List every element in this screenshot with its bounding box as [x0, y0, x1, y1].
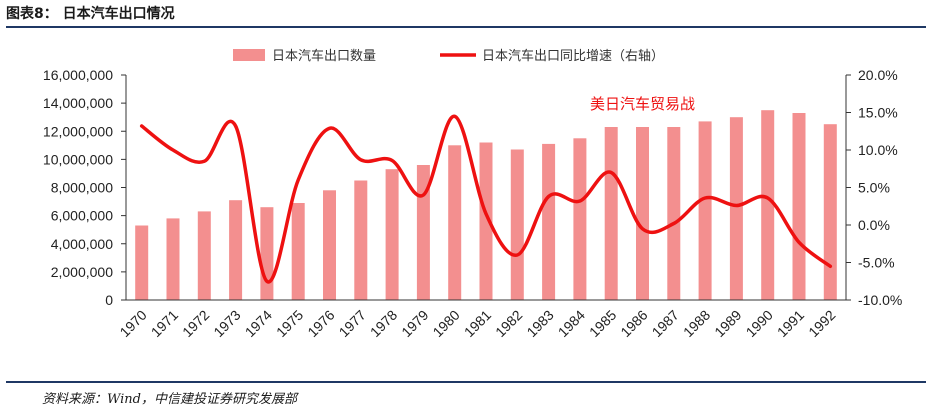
title-rule [6, 26, 926, 28]
y-right-tick-label: 20.0% [858, 67, 898, 83]
y-left-tick-label: 12,000,000 [43, 123, 113, 139]
y-left-tick-label: 6,000,000 [51, 208, 113, 224]
source-rule [6, 381, 926, 383]
x-tick-label: 1970 [116, 307, 149, 340]
bar-1992 [823, 124, 837, 300]
x-tick-label: 1989 [711, 307, 744, 340]
x-tick-label: 1987 [649, 307, 682, 340]
bar-series [135, 110, 837, 301]
x-tick-label: 1985 [586, 307, 619, 340]
y-right-tick-label: 5.0% [858, 180, 890, 196]
bar-1975 [291, 203, 305, 300]
bar-1976 [323, 190, 336, 300]
x-tick-label: 1992 [805, 307, 838, 340]
x-tick-label: 1976 [304, 307, 337, 340]
bar-1973 [229, 200, 243, 300]
x-tick-label: 1984 [555, 307, 588, 340]
bar-1989 [729, 117, 743, 300]
bar-1987 [667, 127, 681, 300]
y-left-tick-label: 14,000,000 [43, 95, 113, 111]
growth-rate-line [139, 114, 833, 284]
bar-1980 [448, 145, 462, 300]
bar-1988 [698, 121, 712, 301]
x-tick-label: 1972 [179, 307, 212, 340]
bar-1986 [636, 127, 649, 300]
x-tick-label: 1979 [398, 307, 431, 340]
line-series [139, 114, 833, 284]
bar-1990 [761, 110, 775, 300]
x-tick-label: 1983 [523, 307, 556, 340]
bar-1971 [166, 218, 180, 300]
bar-1982 [510, 149, 524, 300]
x-tick-label: 1990 [743, 307, 776, 340]
figure-title: 图表8： 日本汽车出口情况 [6, 6, 175, 22]
y-left-tick-label: 2,000,000 [51, 264, 113, 280]
y-right-tick-label: -5.0% [858, 255, 895, 271]
legend: 日本汽车出口数量 日本汽车出口同比增速（右轴） [233, 48, 664, 63]
x-tick-label: 1980 [429, 307, 462, 340]
bar-1991 [792, 113, 806, 300]
bar-1972 [197, 211, 211, 300]
y-left-tick-label: 8,000,000 [51, 180, 113, 196]
x-tick-label: 1971 [148, 307, 181, 340]
y-right-tick-label: 0.0% [858, 217, 890, 233]
bar-1983 [542, 143, 556, 300]
y-right-tick-label: -10.0% [858, 292, 902, 308]
x-tick-label: 1977 [336, 307, 369, 340]
source-note: 资料来源：Wind，中信建投证券研究发展部 [42, 392, 297, 407]
x-tick-label: 1974 [242, 307, 275, 340]
x-tick-label: 1978 [367, 307, 400, 340]
x-tick-label: 1973 [210, 307, 243, 340]
y-left-tick-label: 0 [105, 292, 113, 308]
y-right-tick-label: 10.0% [858, 142, 898, 158]
x-tick-label: 1991 [774, 307, 807, 340]
bar-1984 [573, 138, 587, 300]
x-tick-label: 1981 [461, 307, 494, 340]
bar-1985 [604, 127, 618, 300]
bar-1981 [479, 142, 493, 300]
y-left-tick-label: 10,000,000 [43, 151, 113, 167]
chart: 日本汽车出口数量 日本汽车出口同比增速（右轴） 0 2,000,000 4,000,… [43, 48, 902, 340]
legend-bar-label: 日本汽车出口数量 [272, 48, 376, 63]
bar-1977 [354, 180, 368, 300]
bar-1979 [416, 165, 430, 300]
legend-bar-swatch [233, 49, 265, 61]
x-tick-label: 1988 [680, 307, 713, 340]
y-left-tick-label: 16,000,000 [43, 67, 113, 83]
x-tick-label: 1982 [492, 307, 525, 340]
y-left-tick-label: 4,000,000 [51, 236, 113, 252]
x-tick-label: 1975 [273, 307, 306, 340]
bar-1974 [260, 207, 274, 300]
annotation-trade-war: 美日汽车贸易战 [590, 96, 695, 113]
bar-1970 [135, 225, 149, 300]
y-right-tick-label: 15.0% [858, 105, 898, 121]
x-tick-label: 1986 [617, 307, 650, 340]
legend-line-label: 日本汽车出口同比增速（右轴） [482, 48, 664, 63]
bar-1978 [385, 169, 399, 300]
